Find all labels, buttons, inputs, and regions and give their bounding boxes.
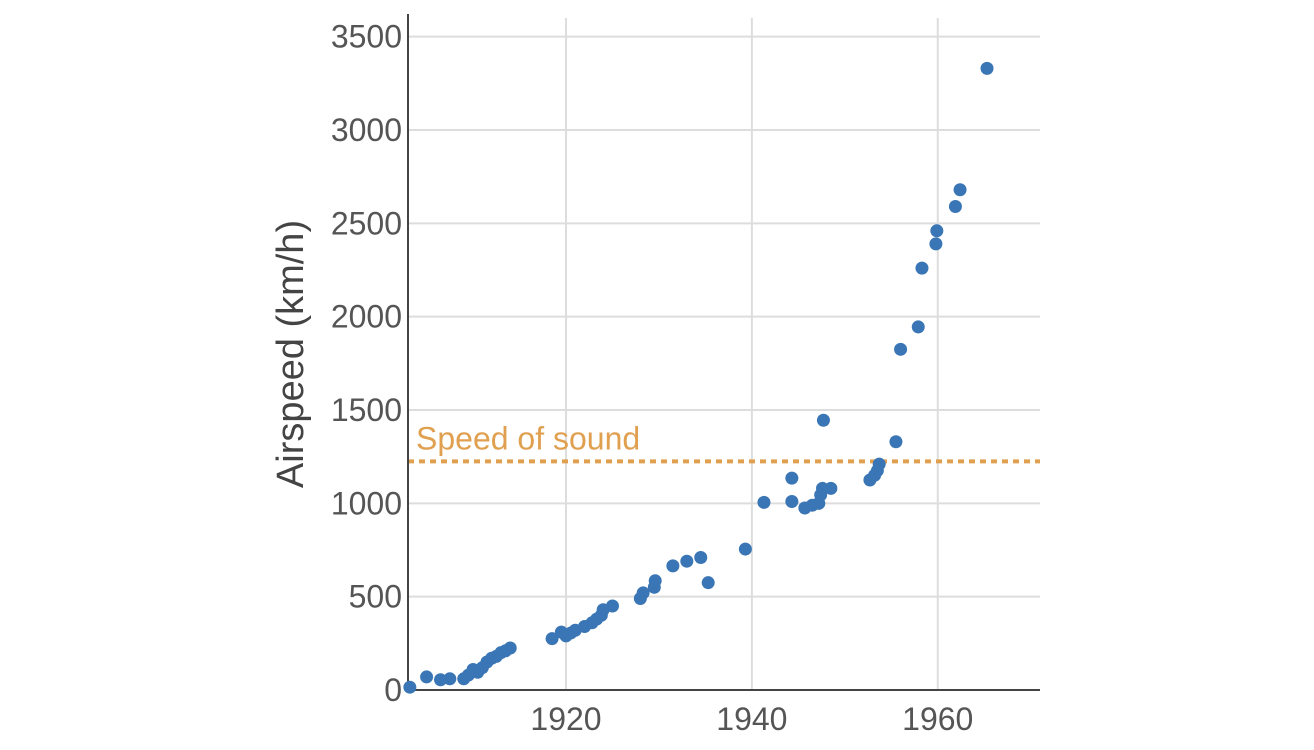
data-point-34 [738, 542, 752, 556]
y-tick-label-1000: 1000 [331, 485, 402, 521]
data-point-57 [980, 61, 994, 75]
data-point-50 [894, 342, 908, 356]
data-point-54 [930, 224, 944, 238]
data-point-0 [403, 680, 417, 694]
y-tick-label-3500: 3500 [331, 19, 402, 55]
data-point-56 [953, 183, 967, 197]
data-point-44 [824, 481, 838, 495]
data-point-29 [648, 574, 662, 588]
data-point-27 [636, 586, 650, 600]
y-tick-label-0: 0 [384, 672, 402, 708]
data-point-15 [545, 632, 559, 646]
axes [407, 14, 1040, 691]
y-tick-label-2000: 2000 [331, 299, 402, 335]
data-point-53 [929, 237, 943, 251]
data-point-14 [503, 641, 517, 655]
data-point-43 [816, 413, 830, 427]
x-tick-label-1920: 1920 [530, 701, 601, 737]
speed-of-sound-reference: Speed of sound [408, 420, 1040, 464]
data-point-55 [948, 200, 962, 214]
y-tick-label-2500: 2500 [331, 205, 402, 241]
data-point-35 [757, 495, 771, 509]
y-tick-label-500: 500 [349, 579, 402, 615]
data-point-1 [420, 670, 434, 684]
data-point-32 [694, 550, 708, 564]
data-point-30 [666, 559, 680, 573]
data-point-49 [889, 435, 903, 449]
data-point-37 [785, 471, 799, 485]
x-tick-label-1940: 1940 [716, 701, 787, 737]
data-point-36 [785, 494, 799, 508]
y-tick-label-1500: 1500 [331, 392, 402, 428]
speed-of-sound-label: Speed of sound [416, 420, 640, 456]
data-points [403, 61, 994, 694]
y-axis-title: Airspeed (km/h) [270, 220, 312, 488]
data-point-48 [872, 457, 886, 471]
y-tick-label-3000: 3000 [331, 112, 402, 148]
grid-lines [408, 18, 1040, 690]
data-point-33 [701, 576, 715, 590]
data-point-31 [680, 554, 694, 568]
data-point-3 [443, 672, 457, 686]
x-tick-label-1960: 1960 [902, 701, 973, 737]
data-point-51 [911, 320, 925, 334]
tick-labels: 0 500 1000 1500 2000 2500 3000 3500 1920 1940 1960 [331, 19, 974, 737]
data-point-52 [915, 261, 929, 275]
data-point-25 [605, 599, 619, 613]
